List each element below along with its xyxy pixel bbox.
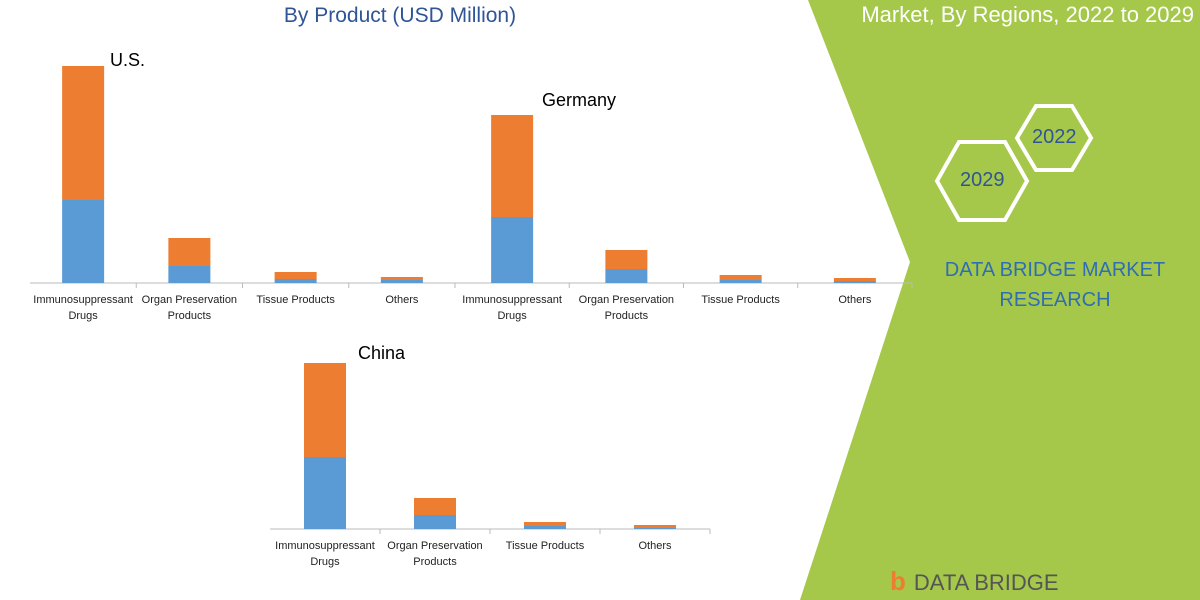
bar-segment	[168, 238, 211, 266]
bar-segment	[491, 217, 534, 283]
bar-segment	[304, 457, 346, 529]
x-tick-label: Tissue Products	[506, 540, 585, 552]
chart-title: By Product (USD Million)	[283, 4, 517, 27]
x-tick-label: Products	[413, 556, 457, 568]
x-tick-label: Products	[168, 310, 212, 322]
bar-segment	[524, 526, 566, 529]
bar-segment	[274, 279, 317, 283]
bar-segment	[491, 115, 534, 217]
x-tick-label: Drugs	[497, 310, 527, 322]
chart-region-title: Germany	[542, 90, 616, 110]
x-tick-label: Drugs	[68, 310, 98, 322]
bar-segment	[605, 250, 648, 269]
x-tick-label: Immunosuppressant	[33, 294, 133, 306]
panel-title: Market, By Regions, 2022 to 2029	[861, 2, 1194, 27]
x-tick-label: Immunosuppressant	[275, 540, 375, 552]
bar-segment	[634, 525, 676, 528]
brand-text: DATA BRIDGE MARKET RESEARCH	[915, 255, 1195, 315]
x-tick-label: Organ Preservation	[579, 294, 674, 306]
x-tick-label: Others	[838, 294, 872, 306]
logo-icon: b	[890, 566, 906, 596]
brand-line-2: RESEARCH	[999, 289, 1111, 311]
bar-segment	[524, 522, 566, 526]
x-tick-label: Others	[638, 540, 672, 552]
logo-text: DATA BRIDGE	[913, 570, 1059, 595]
bar-segment	[414, 515, 456, 529]
hexagon-badges	[934, 104, 1094, 222]
x-tick-label: Organ Preservation	[387, 540, 482, 552]
bar-segment	[62, 200, 105, 283]
bar-segment	[719, 280, 762, 283]
bar-segment	[605, 269, 648, 283]
year-badge-2022: 2022	[1032, 126, 1077, 148]
x-tick-label: Immunosuppressant	[462, 294, 562, 306]
x-tick-label: Tissue Products	[701, 294, 780, 306]
x-tick-label: Tissue Products	[256, 294, 335, 306]
green-panel	[800, 0, 1200, 600]
brand-line-1: DATA BRIDGE MARKET	[944, 259, 1166, 281]
bar-segment	[380, 277, 423, 280]
bar-segment	[414, 498, 456, 515]
x-tick-label: Drugs	[310, 556, 340, 568]
logo: b DATA BRIDGE	[890, 566, 1059, 597]
bar-segment	[168, 266, 211, 283]
bar-segment	[274, 272, 317, 279]
bar-segment	[833, 281, 876, 283]
x-tick-label: Products	[605, 310, 649, 322]
bar-segment	[634, 528, 676, 529]
bar-segment	[62, 66, 105, 200]
x-tick-label: Organ Preservation	[142, 294, 237, 306]
bar-segment	[304, 363, 346, 457]
chart-region-title: China	[358, 343, 406, 363]
year-badge-2029: 2029	[960, 169, 1005, 191]
x-tick-label: Others	[385, 294, 419, 306]
bar-segment	[719, 275, 762, 280]
bar-segment	[833, 278, 876, 281]
chart-region-title: U.S.	[110, 50, 145, 70]
bar-segment	[380, 280, 423, 283]
